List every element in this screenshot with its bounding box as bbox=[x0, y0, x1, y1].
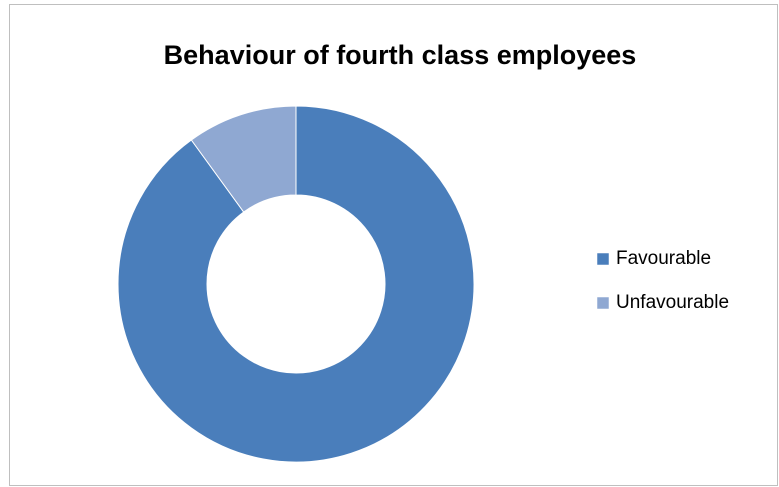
legend-label: Unfavourable bbox=[616, 292, 729, 313]
donut-slice bbox=[190, 105, 297, 213]
legend-swatch bbox=[596, 296, 610, 310]
donut-slice bbox=[117, 105, 475, 463]
legend-swatch bbox=[596, 252, 610, 266]
legend-label: Favourable bbox=[616, 248, 711, 269]
chart-title: Behaviour of fourth class employees bbox=[164, 40, 637, 70]
